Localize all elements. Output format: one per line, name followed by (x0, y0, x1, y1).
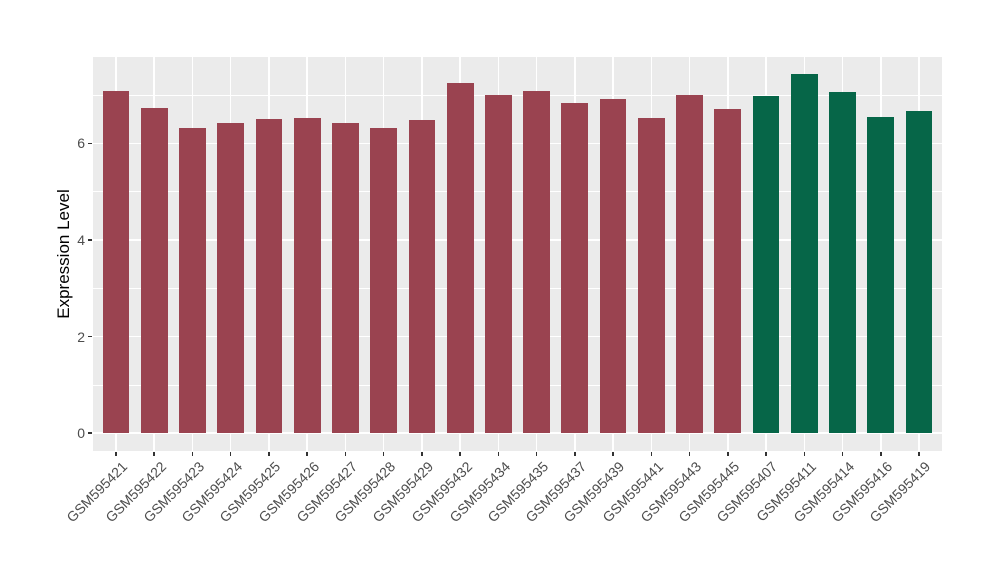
bar (370, 128, 398, 434)
bar (140, 107, 168, 434)
bar (867, 116, 895, 434)
x-tick-mark (268, 452, 270, 456)
x-tick-mark (115, 452, 117, 456)
x-tick-label: GSM595419 (723, 458, 934, 525)
bar (446, 82, 474, 434)
y-axis-title: Expression Level (54, 189, 73, 319)
bar (676, 95, 703, 434)
x-tick-mark (306, 452, 308, 456)
plot-panel (93, 57, 942, 451)
x-tick-mark (918, 452, 920, 456)
x-tick-mark (688, 452, 691, 456)
x-tick-mark (535, 452, 538, 456)
x-tick-mark (421, 452, 423, 456)
bar (561, 102, 589, 434)
x-tick-mark (650, 452, 653, 456)
bar (599, 99, 627, 434)
bar (102, 91, 130, 434)
y-tick-label: 4 (77, 231, 85, 248)
bar (408, 120, 436, 434)
major-gridline (93, 335, 942, 338)
y-tick-mark (88, 142, 92, 145)
bar (714, 108, 742, 434)
minor-gridline (93, 287, 942, 289)
bar (752, 96, 780, 434)
minor-gridline (93, 191, 942, 193)
y-tick-label: 2 (77, 328, 85, 345)
x-tick-mark (459, 452, 461, 456)
bar (293, 117, 321, 434)
x-tick-mark (229, 452, 232, 456)
x-tick-mark (765, 452, 767, 456)
y-tick-mark (88, 432, 92, 434)
x-tick-mark (612, 452, 614, 456)
bar (484, 95, 512, 434)
x-tick-mark (880, 452, 882, 456)
x-tick-mark (803, 452, 806, 456)
major-gridline (93, 432, 942, 434)
x-tick-mark (574, 452, 576, 456)
y-tick-label: 0 (77, 425, 85, 442)
x-tick-mark (191, 452, 194, 456)
x-tick-mark (153, 452, 155, 456)
bar (790, 74, 818, 434)
bar (179, 127, 206, 434)
bar (332, 122, 359, 434)
bar (255, 119, 283, 434)
y-tick-label: 6 (77, 135, 85, 152)
x-tick-mark (497, 452, 500, 456)
x-tick-mark (841, 452, 844, 456)
x-tick-mark (344, 452, 347, 456)
bar (829, 92, 856, 434)
x-tick-mark (382, 452, 385, 456)
bar (905, 111, 933, 434)
bar (637, 118, 665, 434)
minor-gridline (93, 94, 942, 96)
major-gridline (93, 239, 942, 241)
bar (217, 123, 245, 434)
bar (523, 90, 550, 434)
y-tick-mark (88, 239, 92, 241)
major-gridline (93, 142, 942, 145)
x-tick-label-text: GSM595419 (866, 458, 934, 526)
x-tick-mark (727, 452, 729, 456)
y-tick-mark (88, 335, 92, 338)
minor-gridline (93, 384, 942, 386)
